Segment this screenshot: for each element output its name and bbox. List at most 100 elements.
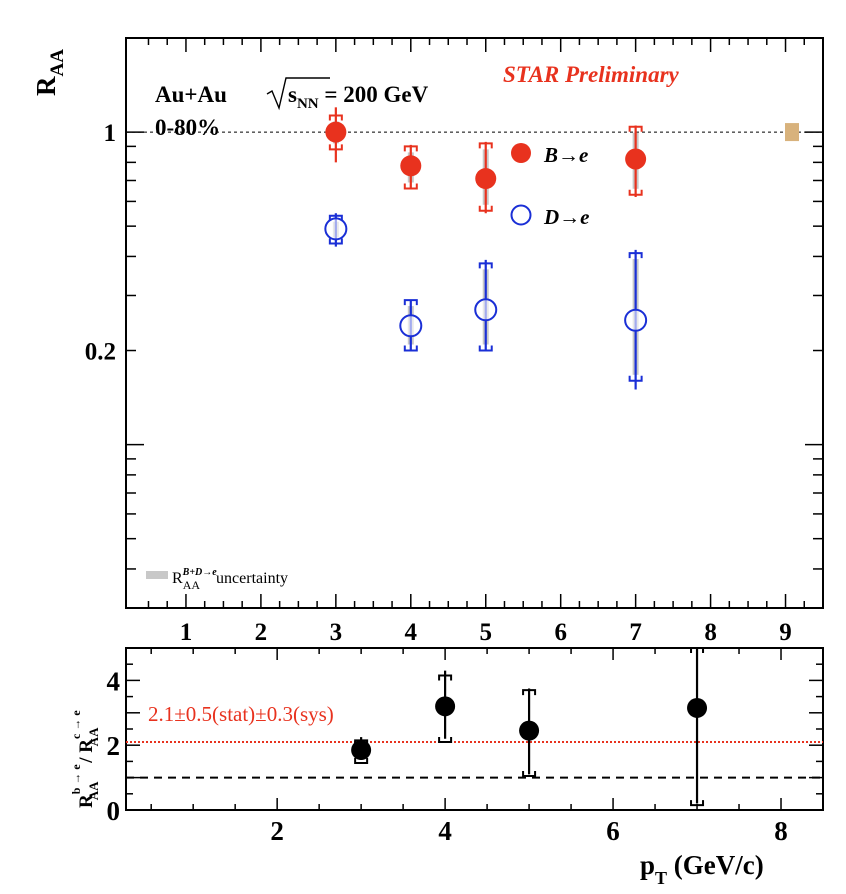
sqrt-s-subscript: NN (297, 96, 319, 112)
bottom-x-tick-label: 4 (438, 816, 452, 846)
data-point (351, 740, 372, 761)
top-legend: B→e D→e (510, 143, 590, 229)
sys-bracket-low (478, 205, 493, 212)
top-x-tick-labels: 1 2 3 4 5 6 7 8 9 (180, 619, 792, 646)
legend-label-b-to-e: B→e (543, 143, 588, 167)
top-x-tick-label: 6 (554, 619, 567, 646)
energy-label: sNN = 200 GeV (288, 82, 429, 112)
sys-bracket-low (328, 144, 343, 151)
data-point (324, 217, 348, 241)
top-x-tick-label: 7 (629, 619, 642, 646)
sys-bracket-high (438, 674, 453, 681)
sys-bracket-low (628, 375, 643, 382)
sys-bracket-low (690, 800, 705, 807)
star-preliminary-label: STAR Preliminary (503, 62, 680, 87)
top-x-tick-label: 4 (405, 619, 418, 646)
sys-bracket-high (478, 142, 493, 149)
sys-bracket-high (628, 125, 643, 132)
data-point (435, 696, 456, 717)
top-ylabel-main: R (31, 76, 61, 96)
data-point (624, 308, 648, 332)
sys-bracket-high (403, 299, 418, 306)
uncertainty-text: uncertainty (212, 570, 288, 587)
sys-bracket-low (403, 345, 418, 352)
sys-bracket-high (522, 689, 537, 696)
uncertainty-sup: B+D→e (182, 567, 218, 578)
uncertainty-legend-label: RB+D→e AA uncertainty (172, 567, 288, 592)
normalization-uncertainty-box (785, 123, 799, 142)
bottom-y-tick-label: 4 (107, 666, 121, 696)
top-panel: RAA Au+Au sNN = 200 GeV 0-80% STAR Preli… (31, 37, 824, 646)
sys-bracket-high (478, 262, 493, 269)
data-point (687, 697, 708, 718)
legend-marker-b-to-e (511, 143, 531, 163)
ratio-den-main: R (76, 739, 97, 753)
data-point (625, 148, 647, 170)
bottom-y-tick-labels: 0 2 4 (107, 666, 121, 826)
ratio-num-sup: b → e (69, 764, 83, 795)
ratio-den-sup: c → e (69, 710, 83, 739)
top-x-tick-label: 2 (255, 619, 268, 646)
sys-bracket-low (522, 770, 537, 777)
top-x-tick-label: 1 (180, 619, 193, 646)
top-ylabel: RAA (31, 49, 68, 96)
sys-bracket-low (478, 345, 493, 352)
centrality-label: 0-80% (155, 115, 220, 140)
sys-bracket-low (628, 189, 643, 196)
sqrt-symbol (266, 77, 330, 111)
energy-value: = 200 GeV (319, 82, 429, 107)
bottom-x-tick-label: 6 (606, 816, 620, 846)
sys-bracket-high (628, 252, 643, 259)
top-markers (324, 121, 648, 338)
collision-system-label: Au+Au (155, 82, 227, 107)
uncertainty-swatch (146, 571, 168, 579)
top-x-tick-label: 8 (704, 619, 717, 646)
uncertainty-legend: RB+D→e AA uncertainty (146, 567, 288, 592)
bottom-y-tick-label: 2 (107, 731, 121, 761)
bottom-x-tick-labels: 2 4 6 8 (270, 816, 787, 846)
legend-marker-d-to-e (510, 204, 532, 226)
x-axis-title: pT (GeV/c) (640, 850, 764, 888)
sys-bracket-low (328, 238, 343, 245)
uncertainty-sub: AA (183, 578, 201, 592)
top-x-tick-label: 9 (779, 619, 792, 646)
top-axis-ticks (126, 37, 823, 609)
bottom-x-tick-label: 2 (270, 816, 284, 846)
ratio-sep: / (76, 753, 97, 768)
bottom-axis-ticks (126, 647, 823, 811)
top-error-bars (328, 107, 643, 390)
sys-bracket-high (328, 214, 343, 221)
fit-value-label: 2.1±0.5(stat)±0.3(sys) (148, 702, 334, 726)
bottom-markers (351, 696, 708, 761)
bottom-x-tick-label: 8 (774, 816, 788, 846)
legend-label-d-to-e: D→e (543, 205, 590, 229)
ratio-num-main: R (76, 794, 97, 808)
sys-bracket-low (403, 183, 418, 190)
sys-bracket-low (438, 736, 453, 743)
top-x-tick-label: 3 (330, 619, 343, 646)
x-title-main: p (640, 850, 655, 880)
bottom-y-tick-label: 0 (107, 796, 121, 826)
ratio-den-sub: AA (86, 727, 101, 746)
top-y-tick-label: 0.2 (85, 339, 116, 366)
data-point (474, 298, 498, 322)
x-title-sub: T (655, 868, 667, 888)
data-point (399, 314, 423, 338)
sys-bracket-high (328, 114, 343, 121)
sys-bracket-high (403, 145, 418, 152)
sys-bracket-low (354, 758, 369, 765)
top-ylabel-sub: AA (47, 49, 68, 77)
data-point (400, 155, 422, 177)
uncertainty-r: R (172, 570, 183, 587)
sqrt-s-symbol: s (288, 82, 297, 107)
bottom-ylabel: Rb → e AA / Rc → e AA (69, 710, 101, 808)
data-point (519, 720, 540, 741)
ratio-num-sub: AA (86, 781, 101, 800)
x-title-unit: (GeV/c) (667, 850, 764, 880)
top-x-tick-label: 5 (479, 619, 492, 646)
data-point (475, 168, 497, 190)
bottom-plot-frame (125, 647, 824, 811)
top-y-tick-label: 1 (104, 120, 117, 147)
